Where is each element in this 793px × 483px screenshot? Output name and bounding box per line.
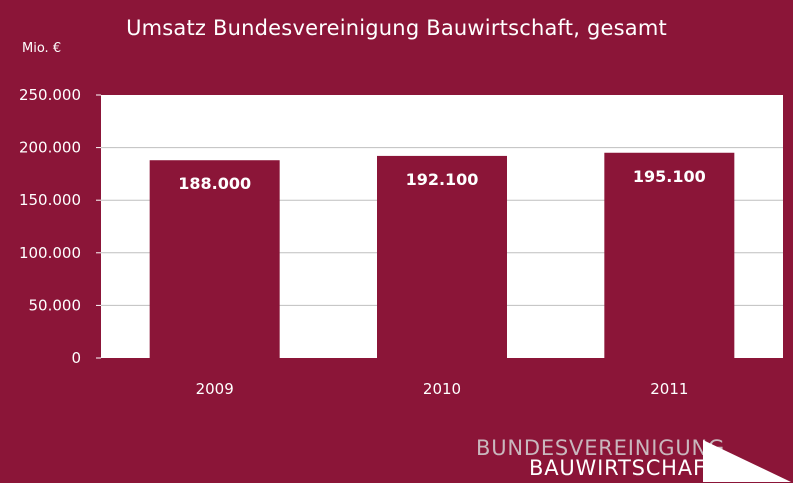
y-tick-label: 200.000 <box>19 139 81 157</box>
x-tick-label: 2010 <box>423 380 461 398</box>
chart-title: Umsatz Bundesvereinigung Bauwirtschaft, … <box>126 16 667 40</box>
bar-value-label: 188.000 <box>178 174 251 193</box>
logo-line-2: BAUWIRTSCHAFT <box>529 456 720 480</box>
x-tick-label: 2011 <box>650 380 688 398</box>
bar-value-label: 192.100 <box>406 170 479 189</box>
y-axis-unit-label: Mio. € <box>22 41 62 56</box>
bar <box>377 155 507 358</box>
x-tick-label: 2009 <box>196 380 234 398</box>
y-tick-label: 0 <box>71 349 81 367</box>
bar <box>604 152 735 358</box>
bar-value-label: 195.100 <box>633 167 706 186</box>
y-tick-label: 150.000 <box>19 191 81 209</box>
logo-triangle-icon <box>703 440 791 482</box>
logo-line-1: BUNDESVEREINIGUNG <box>476 436 726 460</box>
bundesvereinigung-logo: BUNDESVEREINIGUNG BAUWIRTSCHAFT <box>470 432 791 482</box>
y-tick-label: 100.000 <box>19 244 81 262</box>
y-tick-label: 50.000 <box>29 296 82 314</box>
y-tick-label: 250.000 <box>19 86 81 104</box>
bar <box>149 160 280 358</box>
